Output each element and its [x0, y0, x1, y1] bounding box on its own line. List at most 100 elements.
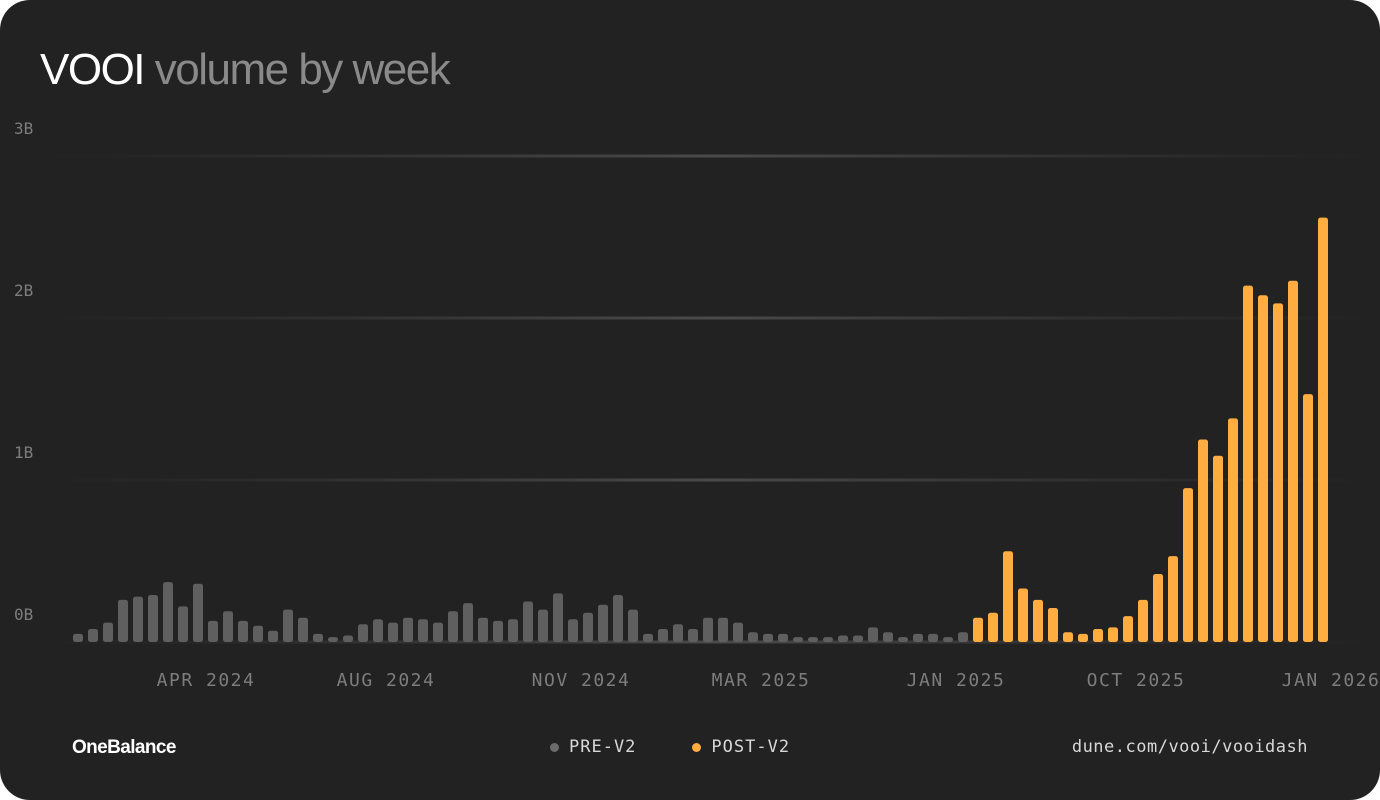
bar-post-v2-15[interactable]: [1198, 439, 1208, 643]
bar-pre-v2-54[interactable]: [883, 632, 893, 642]
legend-item-pre-v2[interactable]: PRE-V2: [550, 737, 636, 757]
bar-pre-v2-25[interactable]: [448, 611, 458, 642]
bar-pre-v2-13[interactable]: [268, 630, 278, 642]
bar-pre-v2-47[interactable]: [778, 633, 788, 642]
bar-pre-v2-20[interactable]: [373, 619, 383, 642]
bar-pre-v2-42[interactable]: [703, 617, 713, 642]
bar-pre-v2-56[interactable]: [913, 633, 923, 642]
bar-pre-v2-48[interactable]: [793, 637, 803, 642]
x-tick-label-6: JAN 2026: [1282, 670, 1380, 691]
bar-pre-v2-18[interactable]: [343, 635, 353, 643]
chart-title: VOOI volume by week: [40, 42, 451, 98]
bar-pre-v2-37[interactable]: [628, 609, 638, 642]
bar-pre-v2-17[interactable]: [328, 637, 338, 642]
bar-pre-v2-12[interactable]: [253, 625, 263, 642]
y-axis: 0B 1B 2B 3B: [14, 119, 33, 624]
bar-pre-v2-28[interactable]: [493, 620, 503, 642]
bar-post-v2-0[interactable]: [973, 617, 983, 642]
bar-post-v2-5[interactable]: [1048, 608, 1058, 642]
x-axis: APR 2024 AUG 2024 NOV 2024 MAR 2025 JAN 2025…: [157, 670, 1380, 691]
bar-pre-v2-29[interactable]: [508, 619, 518, 642]
bar-pre-v2-45[interactable]: [748, 632, 758, 642]
bar-pre-v2-41[interactable]: [688, 629, 698, 642]
bar-pre-v2-40[interactable]: [673, 624, 683, 642]
bar-post-v2-19[interactable]: [1258, 295, 1268, 642]
bar-pre-v2-31[interactable]: [538, 609, 548, 642]
legend-dot-pre-v2: [550, 742, 559, 752]
bar-post-v2-18[interactable]: [1243, 285, 1253, 642]
bar-post-v2-10[interactable]: [1123, 616, 1133, 642]
bar-pre-v2-57[interactable]: [928, 633, 938, 642]
bar-pre-v2-3[interactable]: [118, 599, 128, 642]
x-tick-label-1: AUG 2024: [337, 670, 436, 691]
bar-pre-v2-35[interactable]: [598, 604, 608, 642]
bar-pre-v2-27[interactable]: [478, 617, 488, 642]
bar-pre-v2-5[interactable]: [148, 595, 158, 642]
bar-pre-v2-43[interactable]: [718, 617, 728, 642]
bar-pre-v2-49[interactable]: [808, 637, 818, 642]
bar-post-v2-13[interactable]: [1168, 556, 1178, 642]
bar-post-v2-7[interactable]: [1078, 633, 1088, 642]
bar-pre-v2-4[interactable]: [133, 596, 143, 642]
bar-post-v2-1[interactable]: [988, 612, 998, 642]
bar-pre-v2-36[interactable]: [613, 595, 623, 642]
bar-post-v2-6[interactable]: [1063, 632, 1073, 642]
bar-pre-v2-50[interactable]: [823, 637, 833, 642]
bar-pre-v2-44[interactable]: [733, 622, 743, 642]
title-brand: VOOI: [40, 45, 146, 94]
bar-pre-v2-58[interactable]: [943, 637, 953, 642]
bar-pre-v2-34[interactable]: [583, 612, 593, 642]
source-link[interactable]: dune.com/vooi/vooidash: [1071, 737, 1308, 757]
bar-pre-v2-22[interactable]: [403, 617, 413, 642]
bar-pre-v2-19[interactable]: [358, 624, 368, 642]
bar-post-v2-21[interactable]: [1288, 280, 1298, 642]
bar-pre-v2-16[interactable]: [313, 633, 323, 642]
bar-pre-v2-51[interactable]: [838, 635, 848, 643]
bar-pre-v2-38[interactable]: [643, 633, 653, 642]
bar-pre-v2-1[interactable]: [88, 629, 98, 642]
bar-post-v2-16[interactable]: [1213, 455, 1223, 642]
bar-pre-v2-39[interactable]: [658, 629, 668, 642]
bar-pre-v2-14[interactable]: [283, 609, 293, 642]
bar-pre-v2-33[interactable]: [568, 619, 578, 642]
bar-pre-v2-59[interactable]: [958, 632, 968, 642]
bar-post-v2-20[interactable]: [1273, 303, 1283, 642]
bar-post-v2-8[interactable]: [1093, 629, 1103, 642]
bar-pre-v2-53[interactable]: [868, 627, 878, 642]
bar-post-v2-9[interactable]: [1108, 627, 1118, 642]
bar-post-v2-4[interactable]: [1033, 599, 1043, 642]
bar-post-v2-12[interactable]: [1153, 574, 1163, 642]
grid-line-1: [40, 478, 1380, 482]
bar-pre-v2-55[interactable]: [898, 637, 908, 642]
bar-pre-v2-26[interactable]: [463, 603, 473, 642]
grid-line-2: [40, 316, 1380, 320]
bar-chart: 0B 1B 2B 3B APR 2024 AUG 2024 NOV 2024 MAR 202…: [14, 119, 1380, 691]
bar-pre-v2-0[interactable]: [73, 633, 83, 642]
x-tick-label-3: MAR 2025: [712, 670, 811, 691]
bar-post-v2-23[interactable]: [1318, 217, 1328, 642]
legend-item-post-v2[interactable]: POST-V2: [692, 737, 790, 757]
bar-pre-v2-46[interactable]: [763, 633, 773, 642]
bar-pre-v2-10[interactable]: [223, 611, 233, 642]
bar-pre-v2-6[interactable]: [163, 582, 173, 642]
bar-post-v2-2[interactable]: [1003, 551, 1013, 642]
bar-pre-v2-7[interactable]: [178, 606, 188, 642]
bar-post-v2-14[interactable]: [1183, 488, 1193, 642]
bar-post-v2-3[interactable]: [1018, 588, 1028, 643]
bar-post-v2-17[interactable]: [1228, 418, 1238, 642]
bar-pre-v2-11[interactable]: [238, 620, 248, 642]
bar-pre-v2-32[interactable]: [553, 593, 563, 642]
bar-post-v2-11[interactable]: [1138, 599, 1148, 642]
bar-pre-v2-9[interactable]: [208, 620, 218, 642]
bar-pre-v2-30[interactable]: [523, 601, 533, 643]
y-tick-label-2: 2B: [14, 281, 33, 300]
bar-pre-v2-23[interactable]: [418, 619, 428, 642]
bar-post-v2-22[interactable]: [1303, 394, 1313, 642]
bar-pre-v2-2[interactable]: [103, 622, 113, 642]
bar-pre-v2-8[interactable]: [193, 583, 203, 642]
bar-pre-v2-15[interactable]: [298, 617, 308, 642]
bar-pre-v2-24[interactable]: [433, 622, 443, 642]
bar-pre-v2-21[interactable]: [388, 622, 398, 642]
bar-pre-v2-52[interactable]: [853, 635, 863, 643]
